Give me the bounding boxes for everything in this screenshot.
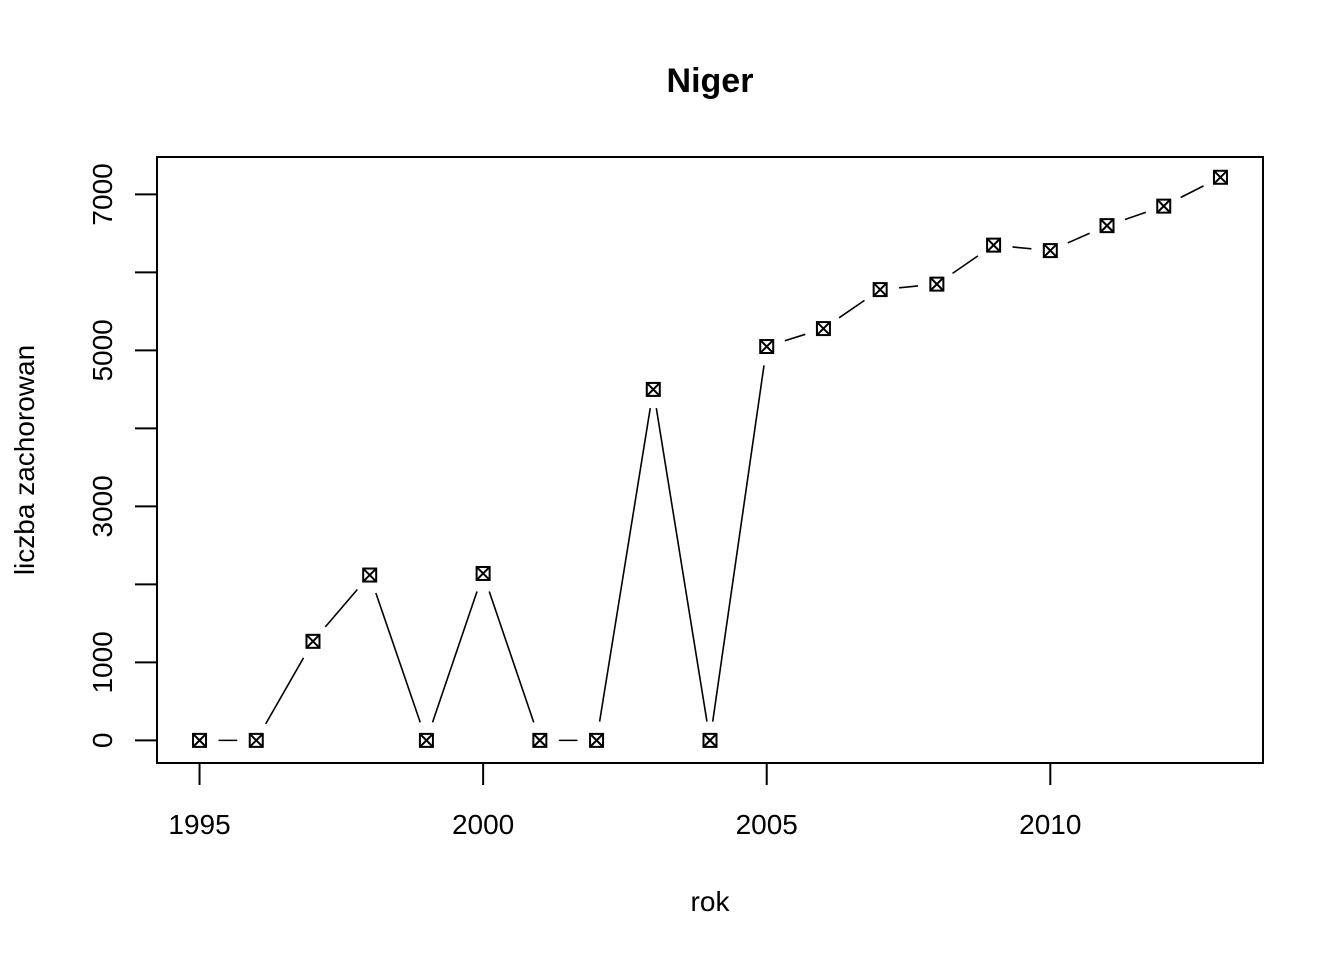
data-point-cross [646, 382, 661, 397]
data-point [532, 732, 548, 748]
data-point-cross [589, 733, 604, 748]
y-tick-label: 7000 [87, 163, 118, 225]
data-point-cross [305, 634, 321, 649]
data-point-cross [475, 566, 491, 581]
y-axis: 0 1000 3000 5000 7000 [87, 163, 158, 749]
series-segment [898, 285, 919, 289]
series-segment [598, 408, 652, 722]
plot-frame [156, 156, 1264, 764]
x-tick-label: 2010 [1019, 809, 1081, 840]
data-point [475, 565, 491, 581]
data-point-cross [929, 276, 945, 292]
data-point [759, 339, 775, 355]
x-axis: 1995 2000 2005 2010 [168, 762, 1081, 840]
data-point [872, 282, 888, 298]
series-line [218, 185, 1204, 742]
series-segment [655, 408, 708, 722]
data-point [645, 381, 661, 397]
data-point [1212, 169, 1228, 185]
data-point [248, 732, 264, 748]
series-segment [265, 657, 305, 725]
series-segment [711, 365, 765, 722]
series-points [192, 169, 1228, 748]
series-segment [431, 591, 478, 723]
data-point [929, 276, 945, 292]
data-point-cross [1099, 218, 1115, 233]
data-point [1099, 218, 1115, 234]
data-point [1042, 243, 1058, 259]
series-segment [952, 255, 979, 275]
data-point-cross [702, 733, 718, 748]
data-point [362, 567, 378, 583]
y-tick-label: 3000 [87, 475, 118, 537]
x-tick-label: 2005 [736, 809, 798, 840]
y-axis-label: liczba zachorowan [9, 345, 40, 575]
chart-title: Niger [667, 62, 754, 100]
data-point-cross [1043, 243, 1058, 258]
data-point-cross [1213, 170, 1228, 185]
series-segment [488, 591, 535, 723]
data-point-cross [986, 237, 1001, 253]
data-point [815, 321, 831, 337]
series-segment [1124, 211, 1147, 221]
series-segment [375, 592, 422, 723]
y-tick-label: 1000 [87, 631, 118, 693]
data-point-cross [362, 567, 377, 583]
y-tick-label: 5000 [87, 319, 118, 381]
series-segment [784, 333, 806, 342]
data-point-cross [532, 733, 548, 748]
series-segment [1067, 232, 1090, 244]
data-point-cross [419, 733, 434, 748]
x-tick-label: 1995 [168, 809, 230, 840]
data-point-cross [872, 282, 888, 297]
x-axis-label: rok [691, 886, 731, 917]
data-point [1156, 198, 1172, 214]
x-tick-label: 2000 [452, 809, 514, 840]
data-point [418, 732, 434, 748]
data-point [305, 633, 321, 649]
series-segment [1012, 246, 1032, 250]
series-segment [324, 588, 358, 628]
data-point-cross [1156, 198, 1171, 214]
y-tick-label: 0 [87, 733, 118, 749]
series-segment [838, 299, 865, 319]
data-point-cross [249, 733, 264, 748]
data-point [192, 732, 208, 748]
data-point-cross [192, 733, 207, 748]
data-point [702, 732, 718, 748]
data-point [589, 732, 605, 748]
series-segment [1180, 185, 1204, 199]
data-point [986, 237, 1002, 253]
data-point-cross [816, 321, 831, 336]
data-point-cross [759, 339, 774, 354]
